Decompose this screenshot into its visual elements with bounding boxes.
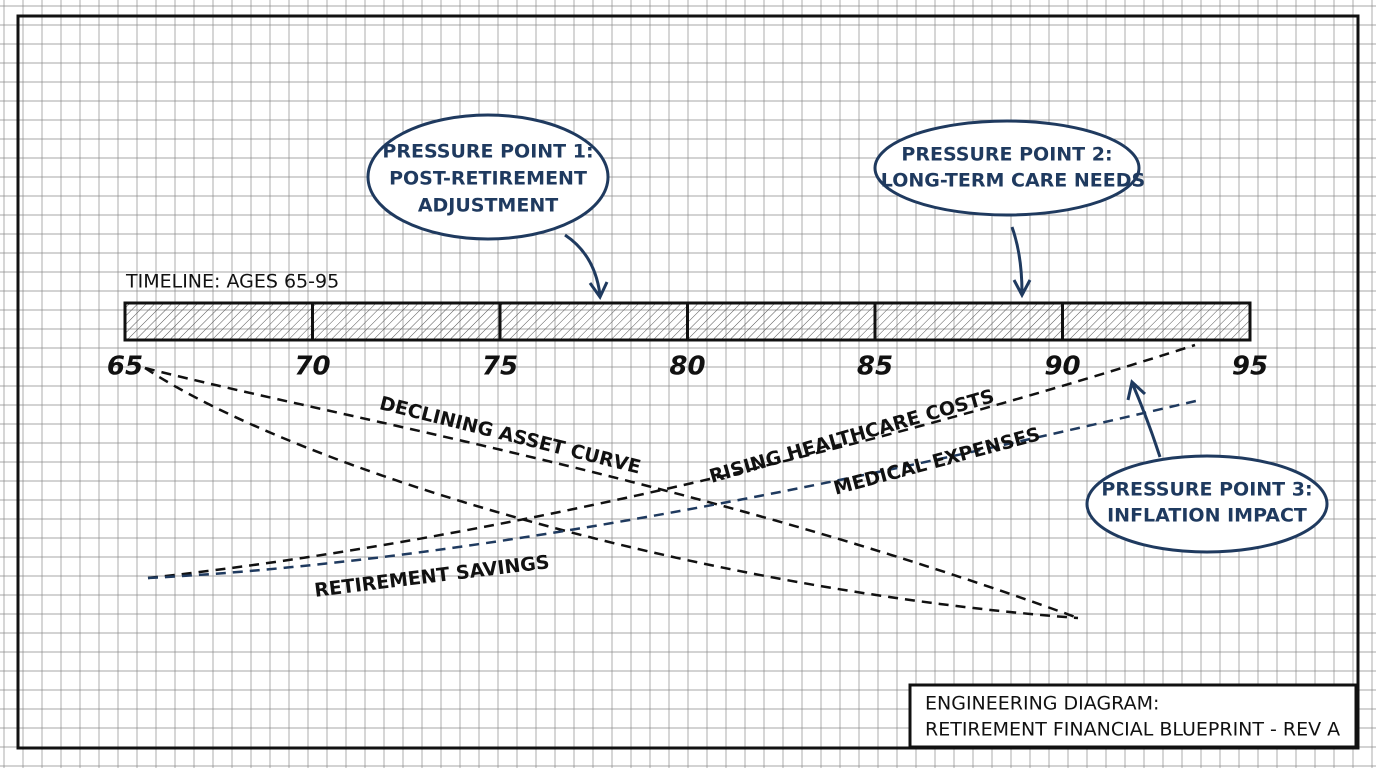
frame bbox=[16, 14, 1360, 750]
title-block-text: ENGINEERING DIAGRAM: bbox=[925, 693, 1159, 715]
callout-text: POST-RETIREMENT bbox=[389, 168, 587, 190]
timeline-tick-label: 80 bbox=[669, 352, 705, 382]
medical-curve bbox=[147, 398, 1201, 580]
timeline-tick-label: 70 bbox=[294, 352, 330, 382]
timeline-label: TIMELINE: AGES 65-95 bbox=[125, 271, 339, 293]
callout-text: PRESSURE POINT 3: bbox=[1101, 479, 1312, 501]
arrow bbox=[1010, 226, 1032, 299]
declining-curve-lower bbox=[144, 366, 1079, 620]
callout-text: LONG-TERM CARE NEEDS bbox=[881, 170, 1145, 192]
curves bbox=[144, 343, 1201, 620]
callout-text: INFLATION IMPACT bbox=[1107, 505, 1307, 527]
callout-bubbles bbox=[366, 113, 1329, 554]
timeline-tick-label: 75 bbox=[482, 352, 518, 382]
timeline-tick-label: 65 bbox=[107, 352, 143, 382]
arrow bbox=[1126, 379, 1162, 458]
title-block bbox=[908, 683, 1358, 749]
title-block-text: RETIREMENT FINANCIAL BLUEPRINT - REV A bbox=[925, 719, 1340, 741]
rising-curve bbox=[147, 343, 1196, 580]
callout-arrows bbox=[564, 226, 1162, 458]
declining-curve-upper bbox=[144, 366, 1079, 620]
timeline-tick-label: 95 bbox=[1232, 352, 1268, 382]
callout-text: PRESSURE POINT 2: bbox=[901, 144, 1112, 166]
callout-bubble bbox=[366, 113, 610, 241]
timeline-ticks: 65 70 75 80 85 90 95 bbox=[107, 303, 1268, 382]
callout-text: PRESSURE POINT 1: bbox=[382, 141, 593, 163]
arrow bbox=[564, 233, 609, 300]
callout-text: ADJUSTMENT bbox=[418, 195, 558, 217]
callout-bubble bbox=[1085, 454, 1329, 554]
callout-bubble bbox=[873, 119, 1141, 217]
timeline-tick-label: 85 bbox=[857, 352, 893, 382]
timeline-tick-label: 90 bbox=[1044, 352, 1080, 382]
